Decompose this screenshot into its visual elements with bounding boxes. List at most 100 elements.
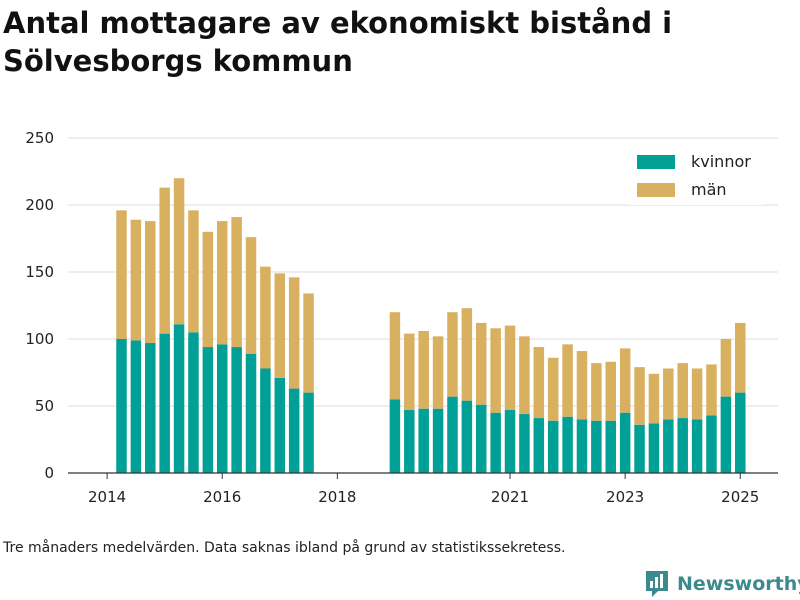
bar-kvinnor xyxy=(188,332,199,473)
legend-label: män xyxy=(691,180,727,199)
bar-man xyxy=(173,178,185,325)
bar-man xyxy=(159,187,170,334)
bar-man xyxy=(288,277,300,389)
bar-man xyxy=(116,210,127,339)
bars xyxy=(116,178,746,473)
bar-man xyxy=(619,348,631,413)
bar-man xyxy=(519,336,530,415)
bar-man xyxy=(663,368,674,420)
bar-kvinnor xyxy=(260,368,271,473)
bar-man xyxy=(490,328,501,413)
bar-man xyxy=(461,308,473,401)
bar-kvinnor xyxy=(404,410,415,473)
legend: kvinnor män xyxy=(628,145,764,205)
bar-man xyxy=(418,330,429,409)
bar-man xyxy=(605,361,617,421)
legend-swatch-kvinnor xyxy=(637,155,675,169)
bar-kvinnor xyxy=(173,324,185,473)
bar-man xyxy=(447,312,458,397)
bar-man xyxy=(677,363,688,419)
bar-man xyxy=(648,373,660,424)
bar-kvinnor xyxy=(735,392,746,473)
bar-kvinnor xyxy=(202,347,214,473)
bar-kvinnor xyxy=(447,396,458,473)
bar-man xyxy=(389,312,401,400)
bar-man xyxy=(260,266,271,369)
bar-man xyxy=(432,336,444,409)
bar-man xyxy=(735,322,746,393)
x-tick-label: 2025 xyxy=(721,488,759,506)
bar-kvinnor xyxy=(634,424,645,473)
bar-man xyxy=(547,357,559,421)
bar-kvinnor xyxy=(648,423,660,473)
bar-man xyxy=(634,367,645,425)
x-tick-label: 2023 xyxy=(606,488,644,506)
y-tick-label: 0 xyxy=(44,464,54,482)
bar-kvinnor xyxy=(303,392,314,473)
bar-kvinnor xyxy=(605,420,617,473)
brand-logo[interactable]: Newsworthy xyxy=(644,569,800,599)
bar-kvinnor xyxy=(461,400,473,473)
bar-kvinnor xyxy=(720,396,732,473)
bar-man xyxy=(202,231,214,348)
x-tick-label: 2018 xyxy=(318,488,356,506)
y-tick-label: 150 xyxy=(25,263,54,281)
bar-kvinnor xyxy=(533,418,545,473)
bar-kvinnor xyxy=(619,412,631,473)
bar-kvinnor xyxy=(562,416,573,473)
bar-kvinnor xyxy=(519,414,530,473)
bar-kvinnor xyxy=(116,339,127,473)
bar-kvinnor xyxy=(547,420,559,473)
x-tick-label: 2021 xyxy=(491,488,529,506)
bar-kvinnor xyxy=(706,415,717,473)
bar-kvinnor xyxy=(245,353,257,473)
bar-man xyxy=(591,363,602,421)
bar-kvinnor xyxy=(691,419,703,473)
brand-name: Newsworthy xyxy=(677,573,800,595)
y-tick-label: 100 xyxy=(25,330,54,348)
bar-kvinnor xyxy=(432,408,444,473)
bar-man xyxy=(533,347,545,419)
y-tick-label: 50 xyxy=(35,397,54,415)
bar-man xyxy=(231,217,242,348)
axes: 0 50 100 150 200 250 2014 2016 2018 2021 2023 2025 xyxy=(25,129,778,506)
bar-kvinnor xyxy=(216,344,228,473)
bar-kvinnor xyxy=(274,377,286,473)
y-tick-label: 250 xyxy=(25,129,54,147)
bar-kvinnor xyxy=(288,388,300,473)
bar-kvinnor xyxy=(159,333,170,473)
bar-man xyxy=(476,322,487,405)
bar-man xyxy=(188,210,199,333)
bar-man xyxy=(720,339,732,397)
bar-man xyxy=(216,221,228,345)
bar-man xyxy=(576,351,588,420)
bar-man xyxy=(130,219,142,341)
bar-kvinnor xyxy=(490,412,501,473)
bar-kvinnor xyxy=(591,420,602,473)
chart-title: Antal mottagare av ekonomiskt bistånd i … xyxy=(3,6,673,78)
footnote: Tre månaders medelvärden. Data saknas ib… xyxy=(3,540,566,556)
bar-kvinnor xyxy=(677,418,688,473)
bar-man xyxy=(274,273,286,378)
bar-kvinnor xyxy=(389,399,401,473)
x-tick-label: 2016 xyxy=(203,488,241,506)
y-tick-label: 200 xyxy=(25,196,54,214)
x-tick-label: 2014 xyxy=(88,488,126,506)
bar-man xyxy=(706,364,717,416)
bar-man xyxy=(245,237,257,354)
bar-kvinnor xyxy=(663,419,674,473)
bar-man xyxy=(145,221,156,344)
bar-man xyxy=(562,344,573,417)
bar-kvinnor xyxy=(231,347,242,473)
bar-kvinnor xyxy=(418,408,429,473)
bar-man xyxy=(303,293,314,393)
legend-label: kvinnor xyxy=(691,152,751,171)
bar-man xyxy=(404,333,415,411)
newsworthy-logo-icon xyxy=(646,571,668,597)
bar-kvinnor xyxy=(145,343,156,473)
bar-kvinnor xyxy=(576,419,588,473)
bar-kvinnor xyxy=(476,404,487,473)
bar-kvinnor xyxy=(504,410,516,473)
bar-man xyxy=(504,325,516,411)
